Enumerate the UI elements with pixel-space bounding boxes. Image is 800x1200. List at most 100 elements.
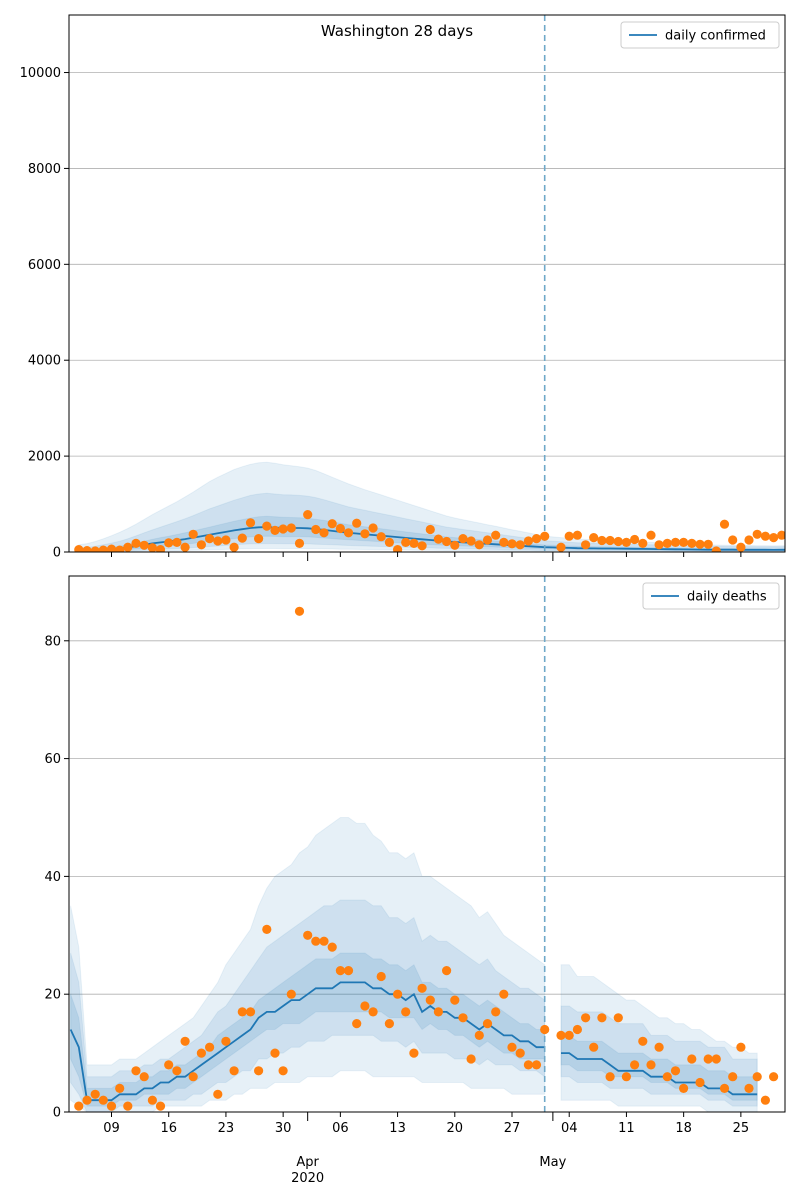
observed-point <box>106 544 117 552</box>
observed-point <box>556 542 566 552</box>
observed-point <box>638 1036 648 1046</box>
observed-point <box>205 534 215 544</box>
observed-point <box>499 537 509 548</box>
observed-point <box>499 989 509 999</box>
observed-point <box>82 1095 92 1105</box>
x-tick-label: 20 <box>447 1121 464 1136</box>
observed-point <box>319 936 329 946</box>
observed-point <box>335 966 345 976</box>
observed-point <box>360 529 370 539</box>
observed-point <box>719 519 730 529</box>
observed-point <box>458 534 468 544</box>
observed-point <box>139 1072 149 1082</box>
observed-point <box>695 539 705 549</box>
observed-point <box>98 545 108 552</box>
band-outer <box>70 817 546 1112</box>
observed-point <box>523 1060 534 1070</box>
observed-point <box>662 1072 672 1082</box>
observed-point <box>319 528 329 538</box>
observed-point <box>376 532 386 542</box>
observed-point <box>433 1007 443 1017</box>
x-month-label: Apr <box>296 1155 319 1170</box>
observed-point <box>679 537 689 548</box>
x-tick-label: 18 <box>675 1121 692 1136</box>
observed-point <box>393 545 403 552</box>
x-tick-label: 30 <box>275 1121 292 1136</box>
observed-point <box>703 1054 713 1064</box>
observed-point <box>589 1042 599 1052</box>
observed-point <box>679 1083 689 1093</box>
y-tick-label: 2000 <box>28 450 61 465</box>
x-tick-label: 06 <box>332 1121 349 1136</box>
panel-1: 0 2000 4000 6000 8000 10000 Washington 28 days… <box>20 14 786 561</box>
observed-point <box>638 538 648 549</box>
plot-area <box>69 576 779 1112</box>
observed-point <box>98 1095 108 1105</box>
observed-point <box>621 1072 632 1082</box>
observed-point <box>343 966 354 976</box>
observed-point <box>237 533 247 543</box>
observed-point <box>294 538 305 549</box>
observed-point <box>482 1019 493 1029</box>
observed-point <box>188 529 198 539</box>
observed-point <box>572 530 583 540</box>
observed-point <box>164 1060 174 1070</box>
observed-point <box>164 538 174 548</box>
observed-point <box>123 1101 133 1111</box>
observed-point <box>90 546 100 552</box>
observed-point <box>262 924 272 935</box>
x-tick-label: 23 <box>218 1121 235 1136</box>
observed-point <box>352 518 362 528</box>
y-tick-label: 8000 <box>28 162 61 177</box>
observed-point <box>384 537 394 548</box>
observed-point <box>777 530 785 540</box>
observed-point <box>311 936 321 946</box>
observed-point <box>335 523 345 534</box>
observed-point <box>139 540 149 550</box>
observed-point <box>728 535 738 545</box>
observed-point <box>409 1048 419 1058</box>
observed-point <box>368 523 378 533</box>
observed-point <box>155 1101 166 1111</box>
legend-label: daily deaths <box>687 590 767 605</box>
x-tick-label: 27 <box>504 1121 521 1136</box>
observed-point <box>417 541 427 551</box>
y-tick-label: 20 <box>44 988 61 1003</box>
observed-point <box>131 1066 141 1076</box>
observed-point <box>106 1101 117 1111</box>
observed-point <box>466 536 476 546</box>
observed-point <box>303 509 313 520</box>
observed-point <box>115 1083 125 1093</box>
x-tick-label: 16 <box>160 1121 177 1136</box>
y-tick-label: 0 <box>53 546 61 561</box>
band-inner <box>78 515 785 552</box>
observed-point <box>515 1048 525 1058</box>
x-tick-label: 11 <box>618 1121 635 1136</box>
x-month-label: May <box>539 1155 566 1170</box>
observed-point <box>564 531 574 541</box>
chart-title: Washington 28 days <box>321 22 473 40</box>
observed-point <box>343 528 354 538</box>
observed-point <box>384 1019 394 1029</box>
observed-point <box>74 1101 84 1111</box>
observed-point <box>352 1019 362 1029</box>
observed-point <box>670 1066 681 1076</box>
observed-point <box>752 529 762 539</box>
observed-point <box>760 531 771 541</box>
observed-point <box>286 989 296 999</box>
observed-point <box>188 1072 198 1082</box>
observed-point <box>630 534 640 545</box>
observed-point <box>458 1013 468 1023</box>
observed-point <box>744 1083 754 1093</box>
observed-point <box>401 1007 411 1017</box>
observed-point <box>229 1066 239 1076</box>
observed-point <box>74 545 84 552</box>
y-tick-label: 0 <box>53 1106 61 1121</box>
observed-point <box>237 1007 247 1017</box>
observed-point <box>115 545 125 552</box>
observed-point <box>213 1089 223 1099</box>
observed-point <box>82 546 92 552</box>
observed-point <box>294 606 305 616</box>
observed-point <box>703 539 713 549</box>
band-outer <box>78 461 785 552</box>
